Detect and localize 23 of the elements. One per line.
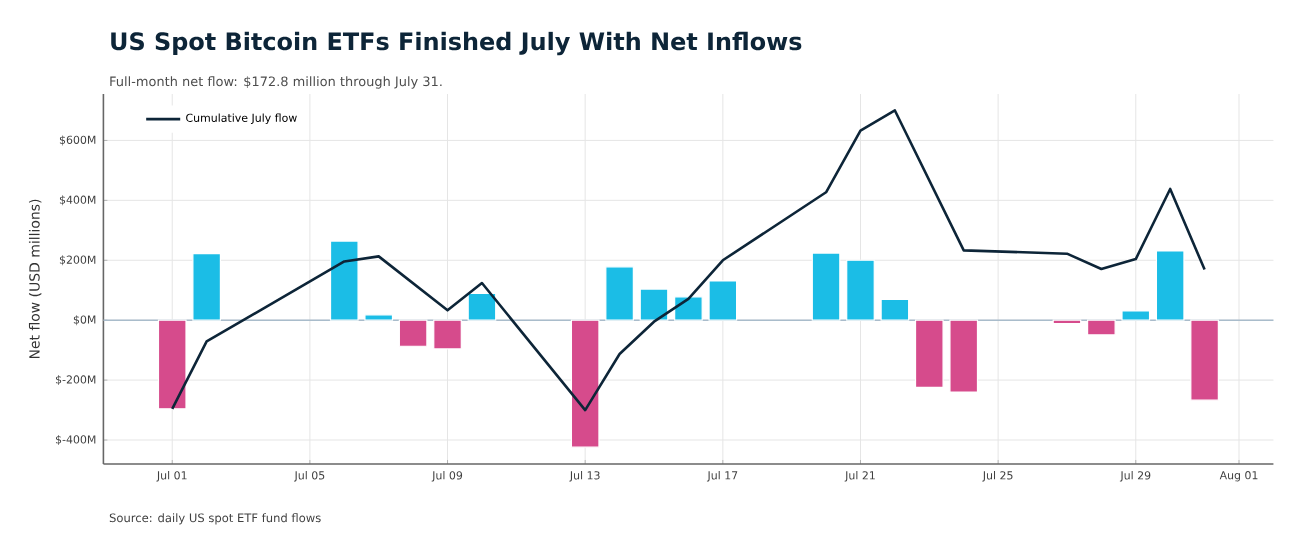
bar: [364, 314, 394, 321]
bar: [639, 288, 669, 321]
bar: [398, 319, 428, 347]
bar: [846, 259, 875, 321]
bar: [708, 280, 738, 321]
bar: [570, 319, 600, 448]
bar: [811, 252, 841, 321]
bar: [433, 319, 462, 350]
bar: [949, 319, 979, 393]
bar: [880, 298, 910, 321]
bar: [192, 253, 222, 321]
chart-title: US Spot Bitcoin ETFs Finished July With Net Inflows: [111, 31, 802, 56]
bar: [605, 266, 634, 321]
bar: [1190, 319, 1219, 401]
bar: [1155, 250, 1185, 321]
bar: [157, 319, 187, 410]
bar: [467, 292, 497, 321]
bar: [329, 240, 359, 321]
line-series: [170, 109, 1206, 412]
bar: [914, 319, 944, 388]
bar: [674, 296, 703, 321]
bar: [1121, 310, 1151, 321]
bar: [1087, 319, 1116, 336]
